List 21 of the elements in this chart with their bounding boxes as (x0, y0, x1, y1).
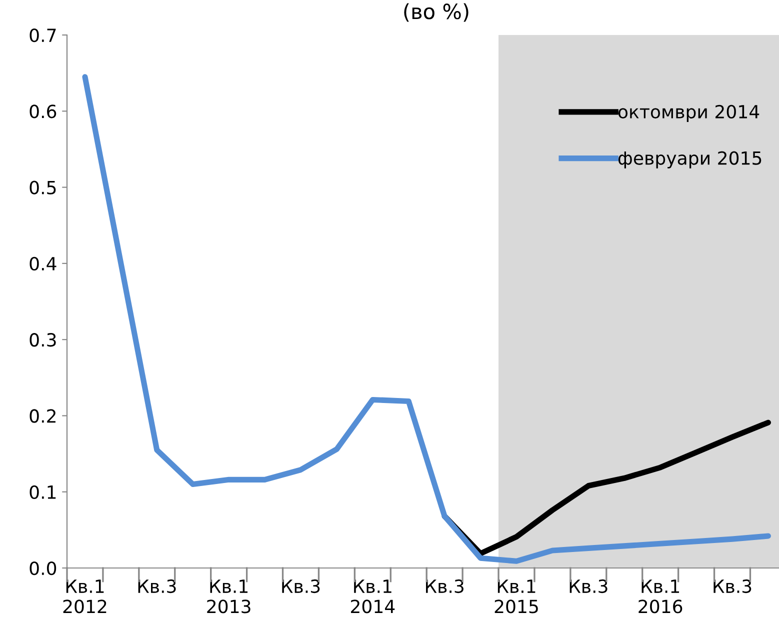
x-tick-label: Кв.1 2013 (207, 580, 250, 614)
x-tick-label: Кв.1 2014 (351, 580, 395, 614)
y-tick-label: 0.0 (30, 561, 56, 576)
y-tick-label: 0.6 (30, 104, 56, 118)
x-tick-label: Кв.1 2015 (494, 580, 538, 614)
legend-label: февруари 2015 (618, 151, 762, 168)
x-tick-label: Кв.3 (426, 579, 464, 594)
x-tick-label: Кв.3 (714, 579, 752, 594)
chart-title: (во %) (404, 3, 468, 22)
x-tick-label: Кв.3 (282, 579, 320, 594)
y-tick-label: 0.5 (30, 180, 56, 194)
y-tick-label: 0.4 (30, 256, 56, 271)
legend-label: октомври 2014 (618, 104, 760, 122)
x-tick-label: Кв.3 (570, 579, 608, 594)
x-tick-label: Кв.1 2012 (63, 580, 106, 614)
x-tick-label: Кв.1 2016 (638, 580, 682, 614)
y-tick-label: 0.7 (30, 28, 56, 42)
x-tick-label: Кв.3 (138, 579, 176, 594)
y-tick-label: 0.3 (30, 333, 56, 347)
y-tick-label: 0.2 (30, 409, 56, 423)
y-tick-label: 0.1 (30, 485, 56, 499)
